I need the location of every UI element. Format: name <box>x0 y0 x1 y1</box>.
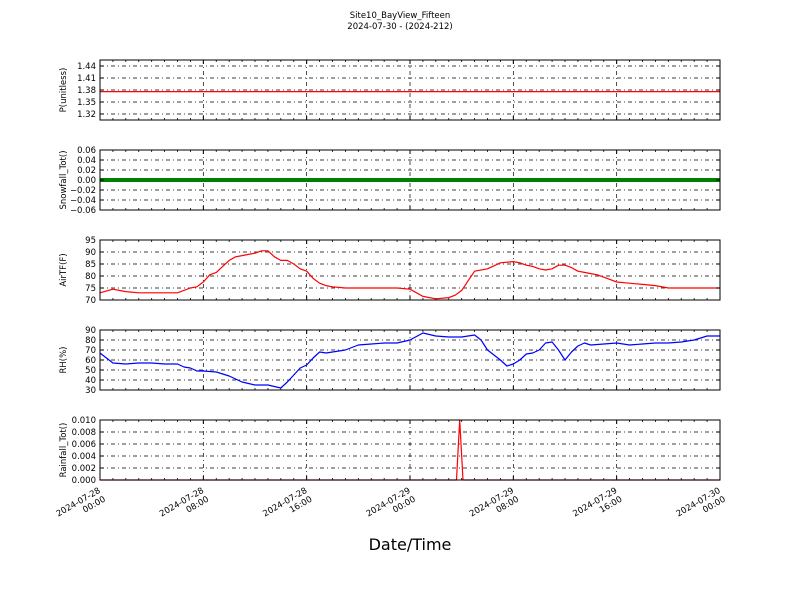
y-tick-label: 1.35 <box>77 98 96 108</box>
y-tick-label: 60 <box>85 356 96 366</box>
x-tick-label: 2024-07-2916:00 <box>571 486 624 528</box>
y-tick-label: 90 <box>85 326 96 336</box>
y-tick-label: −0.06 <box>70 206 96 216</box>
y-tick-label: 0.000 <box>72 476 96 486</box>
y-axis-label-4: Rainfall_Tot() <box>59 423 69 478</box>
panel-4: 0.010 0.008 0.006 0.004 0.002 0.000Rainfall_T… <box>59 416 721 486</box>
y-tick-label: 0.004 <box>72 452 96 462</box>
y-tick-label: 40 <box>85 376 96 386</box>
panel-frame-4 <box>99 419 721 481</box>
y-tick-label: 1.41 <box>77 74 96 84</box>
y-tick-label: −0.02 <box>70 186 96 196</box>
y-tick-label: 0.010 <box>72 416 96 426</box>
panel-frame-2 <box>99 239 721 301</box>
y-tick-label: 0.04 <box>77 156 96 166</box>
chart-title: Site10_BayView_Fifteen <box>350 11 451 21</box>
y-tick-label: 0.008 <box>72 428 96 438</box>
x-axis-label: Date/Time <box>369 535 452 554</box>
x-tick-label: 2024-07-3000:00 <box>675 486 728 528</box>
y-axis-label-1: Snowfall_Tot() <box>59 150 69 209</box>
panel-frame-1 <box>99 149 721 211</box>
y-tick-label: 1.38 <box>77 86 96 96</box>
x-tick-label: 2024-07-2808:00 <box>158 486 211 528</box>
y-tick-label: 95 <box>85 236 96 246</box>
y-tick-label: 85 <box>85 260 96 270</box>
y-tick-label: 0.02 <box>77 166 96 176</box>
y-axis-label-3: RH(%) <box>59 346 69 373</box>
y-tick-label: 70 <box>85 346 96 356</box>
y-tick-label: 50 <box>85 366 96 376</box>
x-tick-label: 2024-07-2816:00 <box>261 486 314 528</box>
chart-subtitle: 2024-07-30 - (2024-212) <box>347 22 452 32</box>
panel-frame-3 <box>99 329 721 391</box>
x-ticks-group: 2024-07-2800:00 2024-07-2808:00 2024-07-28… <box>55 486 728 528</box>
y-tick-label: 90 <box>85 248 96 258</box>
panel-1: 0.060.040.020.00−0.02−0.04−0.06Snowfall_… <box>59 146 721 216</box>
y-tick-label: −0.04 <box>70 196 96 206</box>
y-tick-label: 1.44 <box>77 62 96 72</box>
y-tick-label: 80 <box>85 336 96 346</box>
y-tick-label: 30 <box>85 386 96 396</box>
series-line-3 <box>99 332 720 389</box>
series-line-2 <box>99 250 720 300</box>
x-tick-label: 2024-07-2900:00 <box>365 486 418 528</box>
x-tick-label: 2024-07-2800:00 <box>55 486 108 528</box>
y-tick-label: 0.00 <box>77 176 96 186</box>
y-tick-label: 80 <box>85 272 96 282</box>
x-tick-label: 2024-07-2908:00 <box>468 486 521 528</box>
y-tick-label: 0.006 <box>72 440 96 450</box>
panel-frame-0 <box>99 59 721 121</box>
y-tick-label: 70 <box>85 296 96 306</box>
y-tick-label: 75 <box>85 284 96 294</box>
panel-0: 1.44 1.41 1.38 1.35 1.32 P(unitless) <box>59 59 721 121</box>
y-axis-label-0: P(unitless) <box>59 68 69 113</box>
y-tick-label: 0.06 <box>77 146 96 156</box>
y-tick-label: 0.002 <box>72 464 96 474</box>
y-tick-label: 1.32 <box>77 110 96 120</box>
y-axis-label-2: AirTF(F) <box>59 253 69 286</box>
panel-2: 95 90 85 80 75 70 AirTF(F) <box>59 236 721 306</box>
panels-group: 1.441.411.381.351.32P(unitless)0.060.040… <box>59 59 721 486</box>
